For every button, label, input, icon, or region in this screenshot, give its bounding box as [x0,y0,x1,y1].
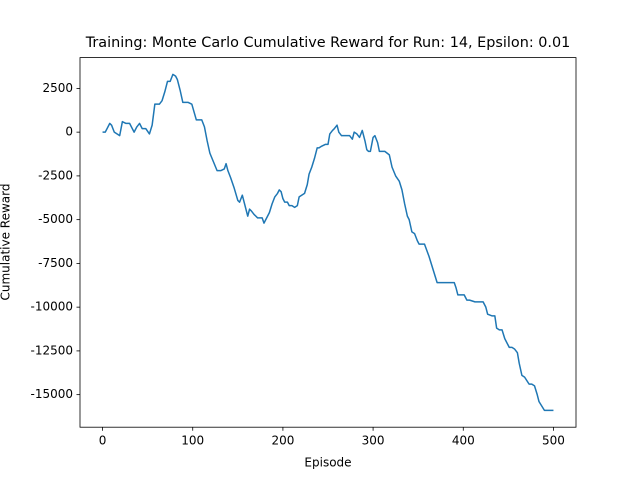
x-tick-label: 300 [362,434,385,448]
y-tick-label: 0 [65,125,73,139]
y-tick-label: -12500 [30,343,73,357]
plot-frame [79,57,577,428]
x-tick-label: 100 [181,434,204,448]
y-tick-label: -10000 [30,300,73,314]
chart-title: Training: Monte Carlo Cumulative Reward … [85,35,571,51]
x-axis-label: Episode [304,456,351,470]
y-tick-label: -15000 [30,387,73,401]
x-tick-label: 400 [452,434,475,448]
x-tick-label: 500 [542,434,565,448]
y-tick-label: -7500 [38,256,73,270]
y-tick-label: -2500 [38,168,73,182]
x-tick-label: 0 [99,434,107,448]
y-axis-label: Cumulative Reward [0,184,13,301]
data-line [102,73,554,412]
x-tick-label: 200 [271,434,294,448]
y-tick-label: -5000 [38,212,73,226]
y-tick-label: 2500 [42,81,73,95]
